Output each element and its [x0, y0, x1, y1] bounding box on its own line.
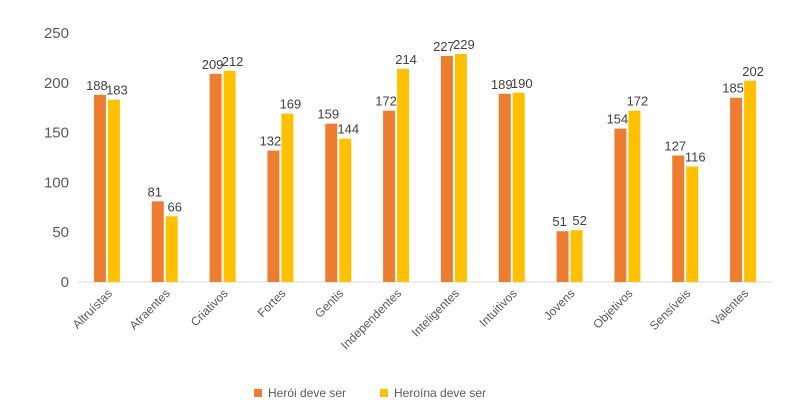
y-axis: 0 50 100 150 200 250 — [44, 25, 69, 291]
data-label: 169 — [280, 97, 302, 112]
y-tick-label: 50 — [52, 224, 69, 241]
data-label: 81 — [148, 184, 162, 199]
y-tick-label: 250 — [44, 25, 69, 42]
data-label: 227 — [433, 39, 455, 54]
data-label: 202 — [742, 64, 764, 79]
y-tick-label: 100 — [44, 174, 69, 191]
bar-heroi — [325, 123, 338, 282]
bar-heroi — [383, 110, 396, 282]
bar-heroina — [628, 110, 641, 282]
bar-heroi — [151, 201, 164, 282]
data-label: 214 — [395, 52, 417, 67]
legend-swatch — [380, 389, 388, 397]
data-label: 172 — [375, 94, 397, 109]
data-label: 209 — [202, 57, 224, 72]
bar-heroina — [397, 68, 410, 282]
bar-heroi — [93, 94, 106, 282]
data-label: 172 — [627, 94, 649, 109]
legend: Herói deve ser Heroína deve ser — [254, 386, 486, 400]
data-label: 229 — [453, 37, 475, 52]
data-label: 127 — [664, 139, 686, 154]
data-label: 183 — [106, 83, 128, 98]
bar-heroina — [744, 80, 757, 282]
bar-heroina — [454, 53, 467, 282]
data-label: 52 — [572, 213, 586, 228]
bar-heroi — [614, 128, 627, 282]
bar-heroina — [686, 166, 699, 282]
y-tick-label: 0 — [61, 274, 69, 291]
legend-label: Heroína deve ser — [394, 386, 486, 400]
data-label: 212 — [222, 54, 244, 69]
data-label: 144 — [337, 122, 359, 137]
data-label: 189 — [491, 77, 513, 92]
bar-heroina — [570, 230, 583, 282]
bar-heroina — [165, 216, 178, 282]
data-label: 132 — [260, 134, 282, 149]
data-label: 66 — [168, 199, 182, 214]
bar-heroi — [440, 55, 453, 282]
y-tick-label: 150 — [44, 125, 69, 142]
legend-swatch — [254, 389, 262, 397]
bar-heroina — [107, 99, 120, 283]
bar-heroi — [498, 93, 511, 282]
bar-heroina — [512, 92, 525, 282]
data-label: 188 — [86, 78, 108, 93]
bar-heroi — [556, 231, 569, 282]
bar-heroina — [223, 70, 236, 283]
legend-label: Herói deve ser — [268, 386, 346, 400]
bar-heroi — [209, 73, 222, 282]
bar-heroina — [281, 113, 294, 283]
data-label: 185 — [722, 81, 744, 96]
bar-heroi — [672, 155, 685, 282]
bar-heroi — [730, 97, 743, 283]
bar-heroina — [339, 138, 352, 282]
data-label: 159 — [317, 107, 339, 122]
data-label: 190 — [511, 76, 533, 91]
bars-group — [93, 53, 757, 283]
data-label: 154 — [607, 112, 629, 127]
data-label: 51 — [552, 214, 566, 229]
y-tick-label: 200 — [44, 75, 69, 92]
bar-heroi — [267, 150, 280, 282]
data-label: 116 — [685, 149, 706, 164]
